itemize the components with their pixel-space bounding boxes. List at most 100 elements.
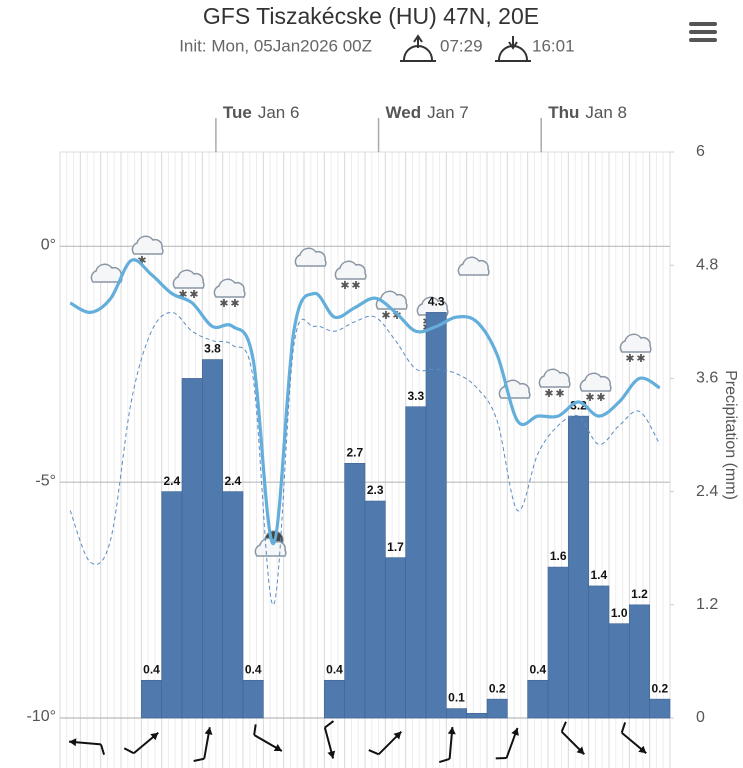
bar <box>425 312 447 719</box>
sunrise-time: 07:29 <box>440 36 483 55</box>
wind-feather <box>99 744 106 755</box>
wind-head <box>69 738 77 747</box>
wind-head <box>273 744 282 751</box>
bar <box>324 679 345 719</box>
day-weekday: Tue <box>223 103 252 122</box>
snow-flake: ✱ <box>230 298 239 310</box>
cloud <box>90 263 123 283</box>
bar-value-label: 3.3 <box>407 389 424 403</box>
bar-value-label: 0.2 <box>489 681 506 695</box>
y2-tick-label: 4.8 <box>696 256 718 273</box>
wind-head <box>638 745 647 754</box>
bar-value-label: 1.4 <box>590 568 607 582</box>
bar <box>161 491 183 719</box>
weather-icon: ✱ ✱ <box>213 278 246 310</box>
cloud <box>172 269 205 289</box>
bar <box>385 557 406 719</box>
bar <box>405 406 427 719</box>
wind-head <box>327 750 336 759</box>
weather-icon: ✱ ✱ <box>619 333 652 365</box>
cloud <box>619 333 652 353</box>
snow-flake: ✱ <box>381 310 390 322</box>
wind-feather <box>368 749 380 756</box>
wind-barb <box>123 731 159 755</box>
wind-barb <box>323 720 336 759</box>
snow-flake: ✱ <box>544 388 553 400</box>
cloud <box>294 247 327 267</box>
wind-barb <box>495 727 519 760</box>
y2-tick-label: 3.6 <box>696 370 718 387</box>
y-tick-label: -5° <box>35 472 56 489</box>
bar <box>141 679 162 719</box>
wind-head <box>204 727 213 735</box>
wind-barb <box>193 727 213 762</box>
day-date: Jan 7 <box>427 103 469 122</box>
cloud <box>334 260 367 280</box>
y2-tick-label: 0 <box>696 709 705 726</box>
wind-feather <box>193 757 205 762</box>
weather-icon: ✱ <box>131 235 164 267</box>
wind-head <box>447 727 456 735</box>
menu-button[interactable] <box>689 22 717 42</box>
bar <box>181 378 203 719</box>
wind-head <box>576 746 585 755</box>
bar-value-label: 0.4 <box>326 662 343 676</box>
bar <box>222 491 244 719</box>
weather-icon: ✱ ✱ <box>172 269 205 301</box>
wind-barb <box>560 721 586 756</box>
bar <box>202 359 223 719</box>
snow-flake: ✱ <box>555 388 564 400</box>
bar <box>446 708 467 719</box>
bar-value-label: 3.8 <box>204 342 221 356</box>
snow-flake: ✱ <box>351 280 360 292</box>
snow-flake: ✱ <box>219 298 228 310</box>
sunrise-icon <box>400 34 436 62</box>
cloud <box>457 256 490 276</box>
bar <box>242 679 264 719</box>
plot: Tue Jan 6 Wed Jan 7 Thu Jan 8 0° -5° -10° 0 1.2 2.4… <box>26 103 739 768</box>
y2-axis-title: Precipitation (mm) <box>722 370 739 500</box>
bar <box>466 712 488 719</box>
bar-value-label: 1.2 <box>631 587 648 601</box>
snow-flake: ✱ <box>340 280 349 292</box>
wind-head <box>511 727 519 736</box>
wind-feather <box>123 747 135 755</box>
sunset-icon <box>495 36 531 62</box>
wind-feather <box>495 757 507 760</box>
temperature-line <box>69 258 661 546</box>
weather-icon <box>294 247 327 267</box>
cloud <box>416 296 449 316</box>
snow-flake: ✱ <box>636 353 645 365</box>
bar-value-label: 4.3 <box>428 295 445 309</box>
wind-barb <box>68 738 106 755</box>
snow-flake: ✱ <box>596 392 605 404</box>
bar-value-label: 1.0 <box>611 606 628 620</box>
cloud <box>131 235 164 255</box>
bar-value-label: 1.7 <box>387 540 404 554</box>
y2-tick-label: 2.4 <box>696 483 718 500</box>
sunset-time: 16:01 <box>532 36 575 55</box>
snow-flake: ✱ <box>625 353 634 365</box>
bar <box>547 566 569 719</box>
bar <box>344 462 366 719</box>
wind-feather <box>253 724 257 736</box>
bar-value-label: 2.4 <box>163 474 180 488</box>
bar-value-label: 0.4 <box>143 662 160 676</box>
bar-value-label: 0.4 <box>245 662 262 676</box>
init-time: Init: Mon, 05Jan2026 00Z <box>179 36 372 55</box>
bar-value-label: 2.3 <box>367 483 384 497</box>
cloud <box>579 372 612 392</box>
wind-barb <box>253 724 283 752</box>
dewpoint-line <box>69 311 661 606</box>
bar <box>364 500 386 719</box>
cloud <box>538 368 571 388</box>
wind-barb <box>368 730 403 756</box>
bar <box>649 698 671 719</box>
day-label: Thu Jan 8 <box>548 103 627 122</box>
wind-head <box>393 731 402 740</box>
day-label: Tue Jan 6 <box>223 103 300 122</box>
bar <box>568 415 589 719</box>
y-tick-label: 0° <box>41 237 56 254</box>
day-date: Jan 8 <box>585 103 627 122</box>
